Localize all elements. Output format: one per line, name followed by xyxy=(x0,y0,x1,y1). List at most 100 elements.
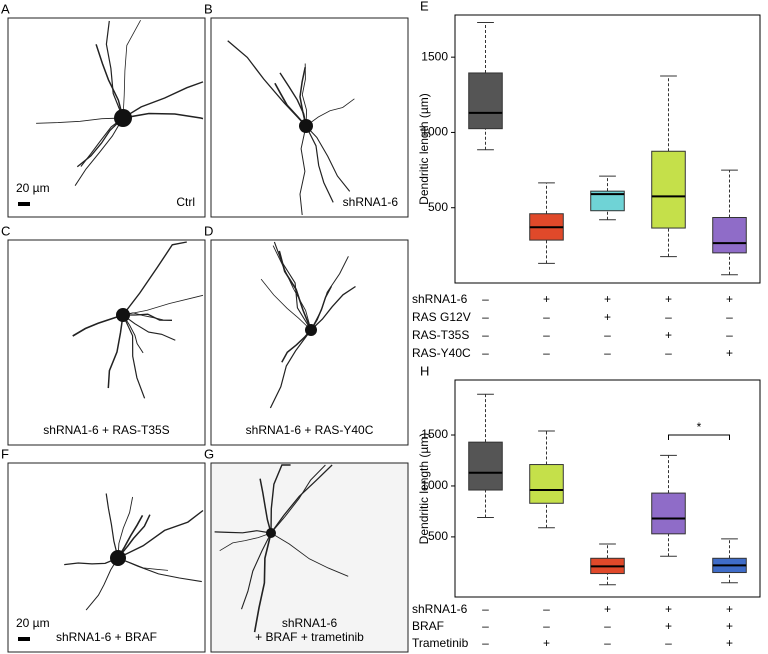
panel-letter: H xyxy=(420,363,429,378)
soma xyxy=(116,308,130,322)
condition-mark: – xyxy=(665,346,672,360)
box xyxy=(651,492,686,535)
condition-mark: – xyxy=(543,328,550,342)
condition-mark: – xyxy=(604,636,611,650)
condition-mark: + xyxy=(726,292,733,306)
dendrite xyxy=(72,314,124,337)
condition-mark: + xyxy=(726,346,733,360)
condition-mark: – xyxy=(482,346,489,360)
condition-mark: + xyxy=(665,292,672,306)
dendrite xyxy=(240,532,272,610)
micrograph xyxy=(210,17,409,218)
dendrite xyxy=(117,496,134,559)
dendrite xyxy=(95,44,124,119)
dendrite xyxy=(279,72,307,127)
dendrite xyxy=(259,478,272,534)
box xyxy=(529,464,564,504)
dendrite xyxy=(122,314,146,399)
micrograph xyxy=(7,17,206,218)
scale-bar-label: 20 µm xyxy=(16,616,50,630)
panel-letter: D xyxy=(204,223,213,238)
dendrite xyxy=(117,515,144,559)
panel-letter: B xyxy=(204,1,213,16)
significance-bracket xyxy=(668,434,730,440)
dendrite xyxy=(85,557,119,611)
panel-letter: E xyxy=(420,0,429,13)
dendrite xyxy=(122,314,176,341)
y-axis-label: Dendritic length (µm) xyxy=(417,93,431,205)
plot-frame xyxy=(454,14,761,284)
soma xyxy=(299,119,313,133)
dendrite xyxy=(253,532,272,633)
panel-caption: Ctrl xyxy=(176,195,195,209)
y-tick-label: 1000 xyxy=(421,478,448,492)
dendrite xyxy=(122,294,204,316)
condition-mark: + xyxy=(665,619,672,633)
box xyxy=(712,217,747,254)
micrograph xyxy=(210,239,409,446)
panel-caption: shRNA1-6 xyxy=(282,616,338,630)
panel-letter: C xyxy=(1,223,10,238)
condition-mark: – xyxy=(543,602,550,616)
condition-mark: – xyxy=(665,636,672,650)
y-tick-label: 500 xyxy=(428,529,448,543)
condition-mark: + xyxy=(726,619,733,633)
soma xyxy=(266,528,276,538)
condition-mark: + xyxy=(543,636,550,650)
box xyxy=(590,190,625,212)
condition-mark: – xyxy=(482,636,489,650)
dendrite xyxy=(270,464,291,534)
dendrite xyxy=(122,241,187,316)
condition-mark: + xyxy=(543,292,550,306)
panel-caption: + BRAF + trametinib xyxy=(255,630,364,644)
condition-mark: – xyxy=(482,328,489,342)
panel-caption: shRNA1-6 + RAS-T35S xyxy=(43,423,169,437)
y-tick-label: 1000 xyxy=(421,125,448,139)
condition-mark: + xyxy=(665,328,672,342)
dendrite xyxy=(305,125,334,203)
condition-mark: + xyxy=(665,602,672,616)
dendrite xyxy=(310,256,349,331)
box xyxy=(468,441,503,491)
dendrite xyxy=(299,125,307,216)
dendrite xyxy=(273,241,312,331)
condition-name: RAS G12V xyxy=(412,310,471,324)
condition-mark: – xyxy=(726,328,733,342)
box xyxy=(651,150,686,229)
dendrite xyxy=(310,285,356,331)
condition-mark: – xyxy=(726,310,733,324)
soma xyxy=(305,324,317,336)
condition-mark: – xyxy=(543,310,550,324)
condition-name: shRNA1-6 xyxy=(412,602,468,616)
condition-mark: – xyxy=(482,619,489,633)
dendrite xyxy=(122,20,141,119)
condition-name: shRNA1-6 xyxy=(412,292,468,306)
y-tick-label: 500 xyxy=(428,200,448,214)
box xyxy=(468,72,503,130)
scale-bar-label: 20 µm xyxy=(16,181,50,195)
condition-mark: + xyxy=(604,292,611,306)
condition-mark: + xyxy=(604,310,611,324)
y-axis-label: Dendritic length (µm) xyxy=(417,433,431,545)
dendrite xyxy=(36,117,124,124)
condition-mark: – xyxy=(543,619,550,633)
condition-mark: – xyxy=(665,310,672,324)
dendrite xyxy=(270,464,326,534)
condition-mark: + xyxy=(726,636,733,650)
dendrite xyxy=(270,532,349,577)
condition-mark: – xyxy=(604,328,611,342)
condition-mark: – xyxy=(482,292,489,306)
condition-mark: + xyxy=(604,602,611,616)
dendrite xyxy=(74,117,124,186)
dendrite xyxy=(305,125,351,192)
dendrite xyxy=(272,245,312,331)
dendrite xyxy=(260,278,312,331)
panel-caption: shRNA1-6 + BRAF xyxy=(56,630,157,644)
dendrite xyxy=(105,493,119,559)
panel-letter: G xyxy=(204,446,214,461)
micrograph xyxy=(210,462,409,653)
dendrite xyxy=(214,530,272,534)
condition-mark: – xyxy=(543,346,550,360)
dendrite xyxy=(107,314,124,389)
dendrite xyxy=(122,81,204,119)
